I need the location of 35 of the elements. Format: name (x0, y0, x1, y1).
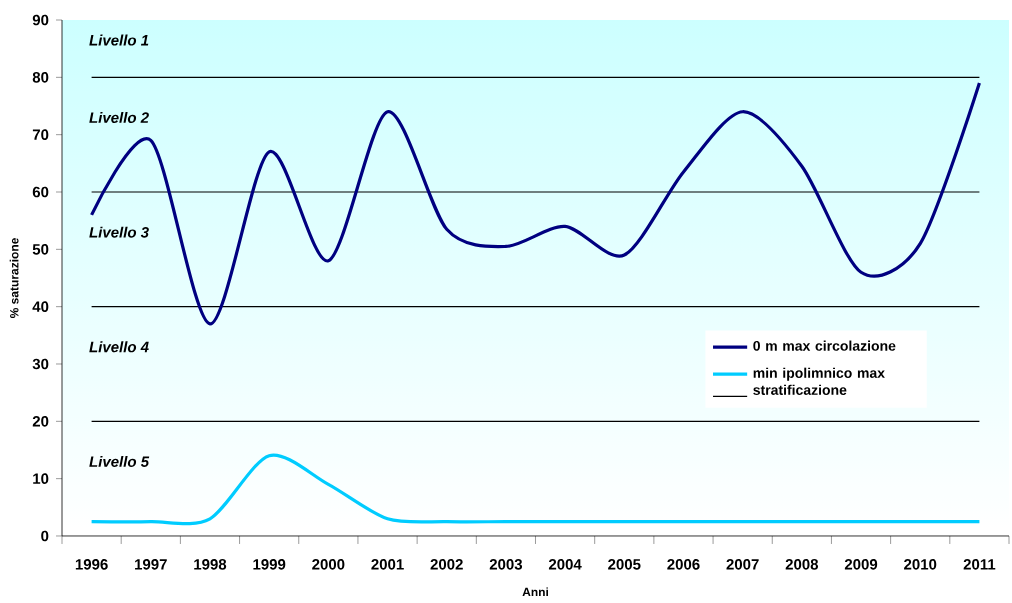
y-tick-label: 80 (32, 72, 49, 83)
y-tick-label: 90 (32, 14, 49, 26)
y-tick-label: 50 (32, 244, 49, 255)
y-tick-label: 20 (32, 416, 49, 427)
legend-label: 0 m max circolazione (753, 340, 896, 351)
x-tick-label: 2007 (726, 559, 759, 570)
y-tick-label: 70 (32, 129, 49, 141)
y-tick-label: 0 (41, 530, 49, 542)
y-tick-label: 40 (32, 301, 49, 313)
x-tick-label: 2011 (963, 559, 996, 570)
x-tick-label: 2006 (667, 559, 700, 570)
legend-label: min ipolimnico max stratificazione (753, 367, 885, 396)
x-tick-label: 2010 (904, 559, 937, 570)
y-axis-title: % saturazione (9, 238, 19, 319)
y-tick-label: 10 (33, 473, 49, 485)
annotation: Livello 2 (89, 112, 149, 124)
x-tick-label: 1999 (253, 559, 286, 570)
x-tick-label: 2001 (371, 559, 404, 570)
annotation: Livello 5 (89, 456, 150, 468)
annotation: Livello 3 (89, 226, 149, 238)
x-tick-label: 2000 (312, 559, 345, 570)
annotation: Livello 4 (89, 341, 149, 353)
x-tick-label: 2003 (489, 559, 523, 570)
x-axis-title: Anni (522, 587, 548, 597)
y-tick-label: 60 (32, 186, 49, 198)
x-tick-label: 1997 (135, 559, 167, 570)
x-tick-label: 2008 (785, 559, 819, 570)
x-tick-label: 2004 (548, 559, 582, 570)
x-tick-label: 1998 (194, 559, 227, 570)
x-tick-label: 2002 (430, 559, 463, 570)
annotation: Livello 1 (89, 34, 149, 46)
y-tick-label: 30 (32, 358, 49, 370)
x-tick-label: 2005 (608, 559, 641, 570)
x-tick-label: 2009 (844, 559, 878, 570)
x-tick-label: 1996 (75, 559, 108, 570)
